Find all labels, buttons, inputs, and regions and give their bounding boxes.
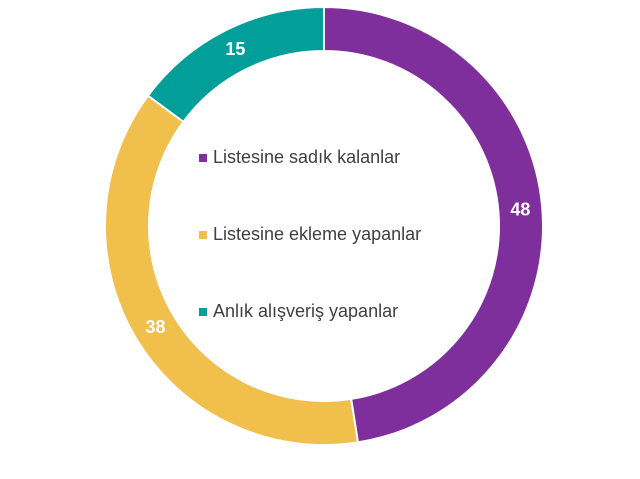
legend-label: Listesine ekleme yapanlar — [213, 224, 421, 244]
legend-label: Anlık alışveriş yapanlar — [213, 301, 398, 321]
data-label: 38 — [145, 317, 165, 337]
donut-segment — [146, 5, 325, 124]
data-label: 48 — [510, 199, 530, 219]
legend-marker — [199, 154, 207, 162]
data-label: 15 — [225, 39, 245, 59]
legend-marker — [199, 308, 207, 316]
legend-marker — [199, 231, 207, 239]
legend-label: Listesine sadık kalanlar — [213, 147, 400, 167]
donut-segment — [323, 5, 544, 444]
